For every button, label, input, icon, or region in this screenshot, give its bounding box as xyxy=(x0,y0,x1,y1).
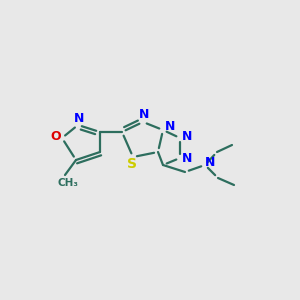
Text: S: S xyxy=(127,157,137,171)
Text: N: N xyxy=(182,130,192,143)
Text: N: N xyxy=(139,109,149,122)
Text: N: N xyxy=(182,152,192,166)
Text: N: N xyxy=(165,121,175,134)
Text: N: N xyxy=(205,157,215,169)
Text: CH₃: CH₃ xyxy=(58,178,79,188)
Text: N: N xyxy=(74,112,84,124)
Text: O: O xyxy=(51,130,61,143)
